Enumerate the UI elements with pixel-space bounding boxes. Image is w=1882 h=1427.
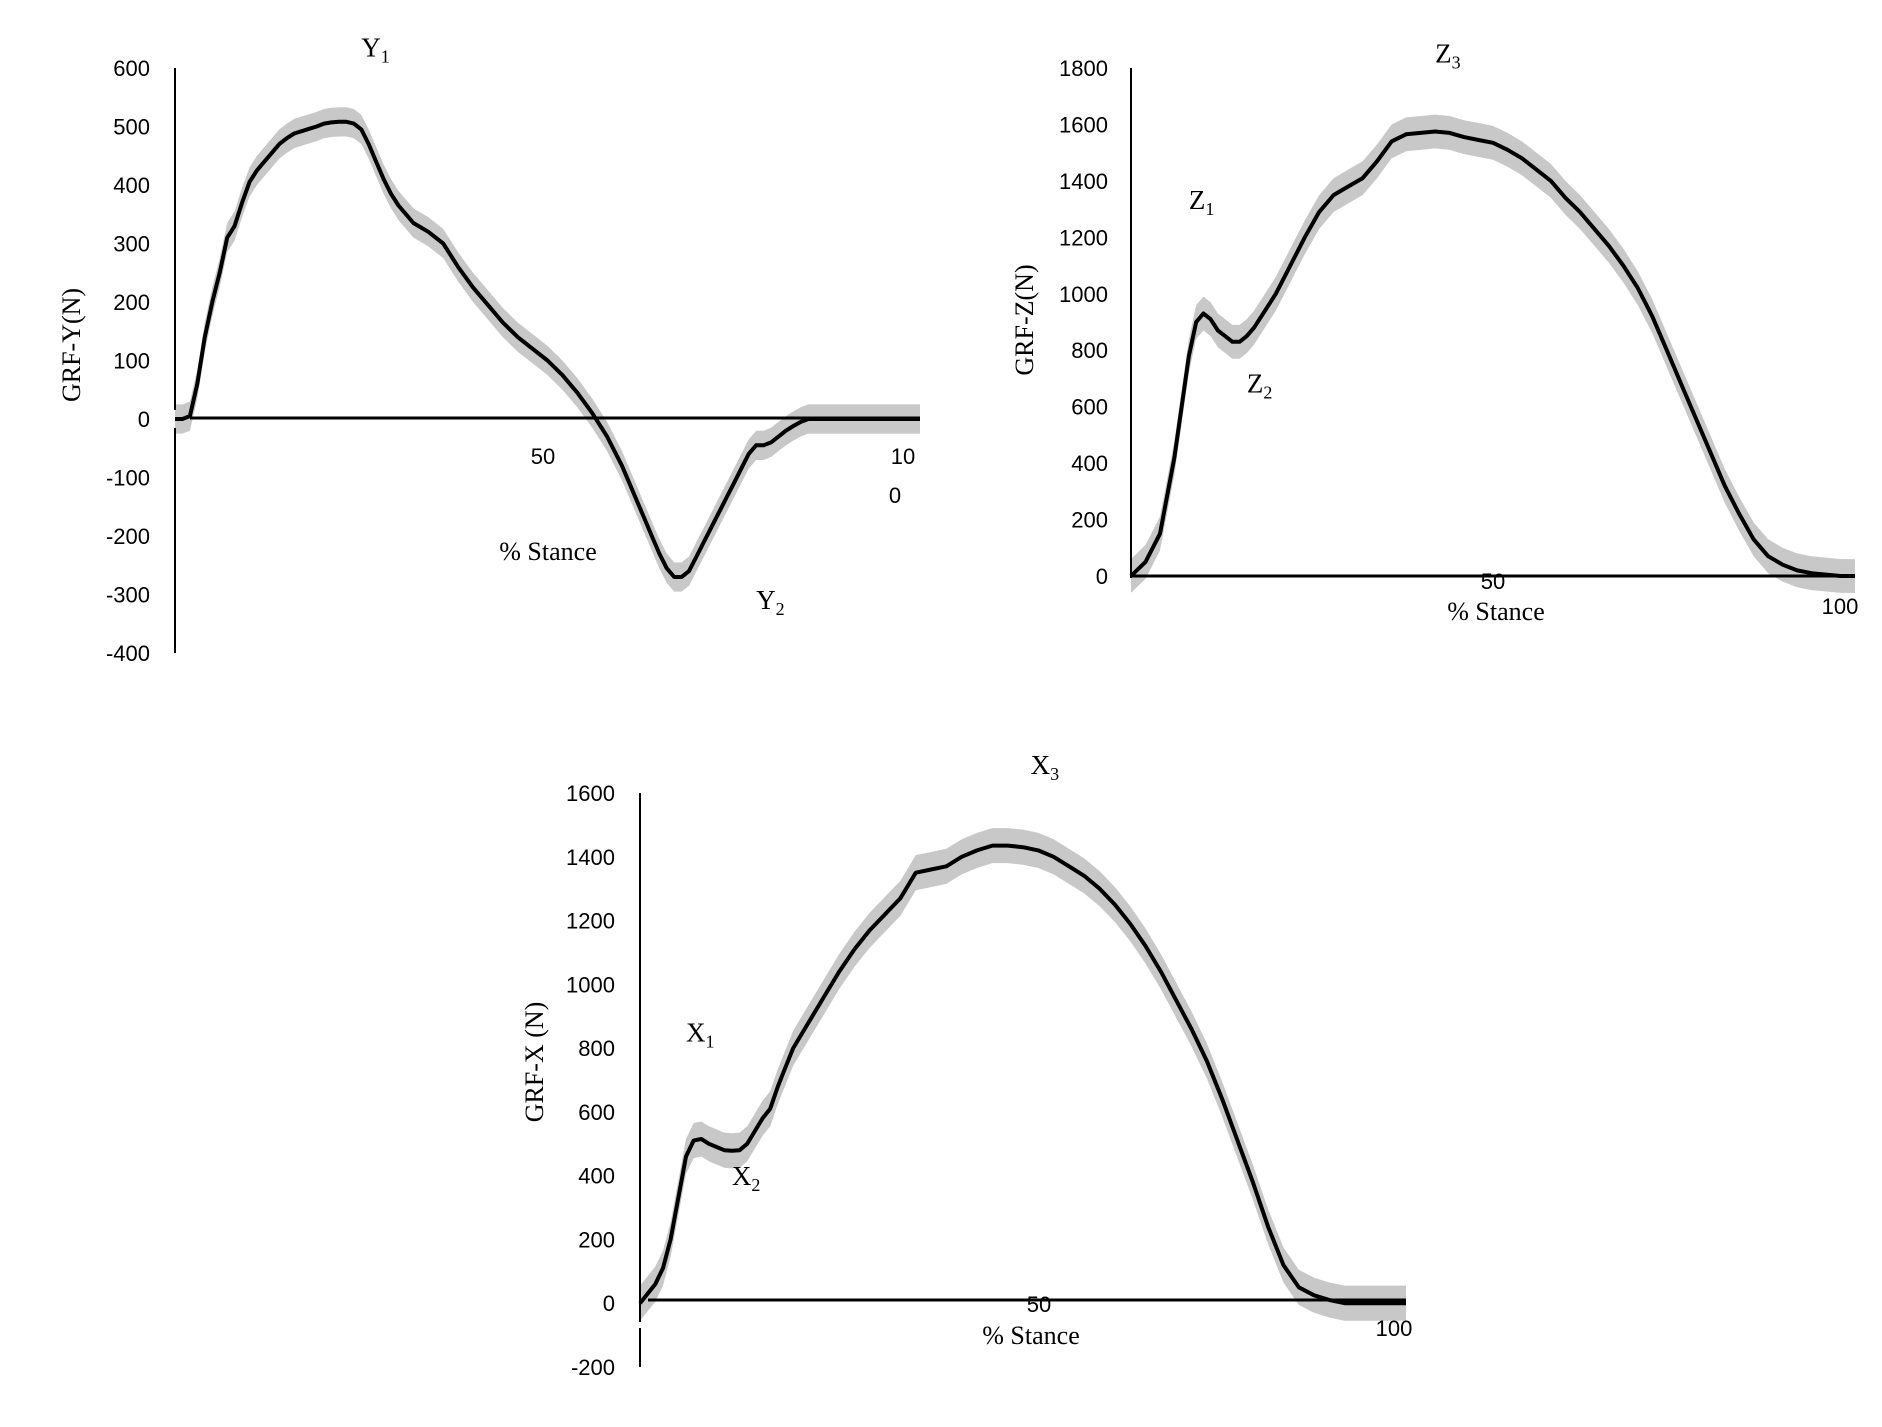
x-axis-title-y: % Stance: [499, 537, 596, 566]
y-tick-label: 500: [113, 115, 150, 140]
y-tick-label: 0: [138, 407, 150, 432]
peak-label: Y2: [756, 585, 785, 619]
peak-label: Z3: [1435, 38, 1461, 72]
y-tick-labels-x: 1600 1400 1200 1000 800 600 400 200 0 -200: [566, 781, 615, 1380]
y-tick-label: 600: [113, 56, 150, 81]
y-tick-label: 1000: [566, 972, 615, 997]
y-tick-label: 400: [113, 173, 150, 198]
peak-labels-z: Z1 Z2 Z3: [1189, 38, 1461, 402]
sd-band: [1131, 114, 1855, 593]
y-tick-label: 1800: [1059, 56, 1108, 81]
y-tick-label: 800: [1071, 338, 1108, 363]
peak-label: Z2: [1247, 369, 1273, 403]
y-tick-label: 1400: [1059, 169, 1108, 194]
x-tick-label-100: 100: [1822, 594, 1859, 619]
chart-grf-z: 1800 1600 1400 1200 1000 800 600 400 200 0 50 100…: [1010, 38, 1858, 626]
y-tick-labels-y: 600 500 400 300 200 100 0 -100 -200 -300 -400: [106, 56, 150, 666]
x-tick-label-50: 50: [531, 444, 555, 469]
x-axis-title-x: % Stance: [982, 1321, 1079, 1350]
y-tick-label: 1200: [1059, 225, 1108, 250]
x-axis-title-z: % Stance: [1447, 597, 1544, 626]
y-tick-label: 0: [603, 1291, 615, 1316]
y-axis-title-z: GRF-Z(N): [1010, 264, 1039, 375]
y-tick-label: 0: [1096, 564, 1108, 589]
y-tick-labels-z: 1800 1600 1400 1200 1000 800 600 400 200 0: [1059, 56, 1108, 589]
sd-band-y: [175, 107, 920, 592]
sd-band-x: [640, 828, 1406, 1321]
x-tick-label-50: 50: [1481, 569, 1505, 594]
y-tick-label: 400: [1071, 451, 1108, 476]
y-tick-label: 1600: [566, 781, 615, 806]
peak-label: Y1: [361, 32, 390, 66]
peak-label: X3: [1031, 750, 1060, 784]
x-tick-label-100-wrap: 0: [889, 483, 901, 508]
y-tick-label: -400: [106, 641, 150, 666]
y-tick-label: 1400: [566, 845, 615, 870]
peak-label: X2: [732, 1161, 761, 1195]
y-tick-label: 1000: [1059, 282, 1108, 307]
y-axis-title-x: GRF-X (N): [520, 1002, 549, 1123]
y-tick-label: -300: [106, 583, 150, 608]
y-tick-label: -200: [571, 1355, 615, 1380]
y-tick-label: 200: [578, 1227, 615, 1252]
peak-labels-x: X1 X2 X3: [686, 750, 1059, 1195]
y-tick-label: 200: [1071, 508, 1108, 533]
sd-band-z: [1131, 114, 1855, 593]
peak-label: Z1: [1189, 185, 1215, 219]
peak-label: X1: [686, 1018, 715, 1052]
y-tick-label: 800: [578, 1036, 615, 1061]
mean-line-x: [638, 843, 1407, 1306]
y-tick-label: 600: [578, 1100, 615, 1125]
y-tick-label: 100: [113, 349, 150, 374]
y-tick-label: 600: [1071, 395, 1108, 420]
y-tick-label: 300: [113, 232, 150, 257]
y-tick-label: 400: [578, 1164, 615, 1189]
x-tick-label-100: 10: [891, 444, 915, 469]
sd-band: [640, 828, 1406, 1321]
y-tick-label: -100: [106, 466, 150, 491]
mean-line: [638, 843, 1406, 1306]
peak-labels-y: Y1 Y2: [361, 32, 784, 619]
chart-grf-x: 1600 1400 1200 1000 800 600 400 200 0 -200 50 100…: [520, 750, 1412, 1380]
y-tick-label: 200: [113, 290, 150, 315]
mean-line-z: [1129, 129, 1856, 578]
y-tick-label: -200: [106, 524, 150, 549]
x-tick-label-50: 50: [1027, 1292, 1051, 1317]
y-axis-title-y: GRF-Y(N): [57, 288, 86, 402]
y-tick-label: 1200: [566, 909, 615, 934]
sd-band: [175, 107, 920, 592]
y-tick-label: 1600: [1059, 112, 1108, 137]
x-tick-label-100: 100: [1376, 1316, 1413, 1341]
